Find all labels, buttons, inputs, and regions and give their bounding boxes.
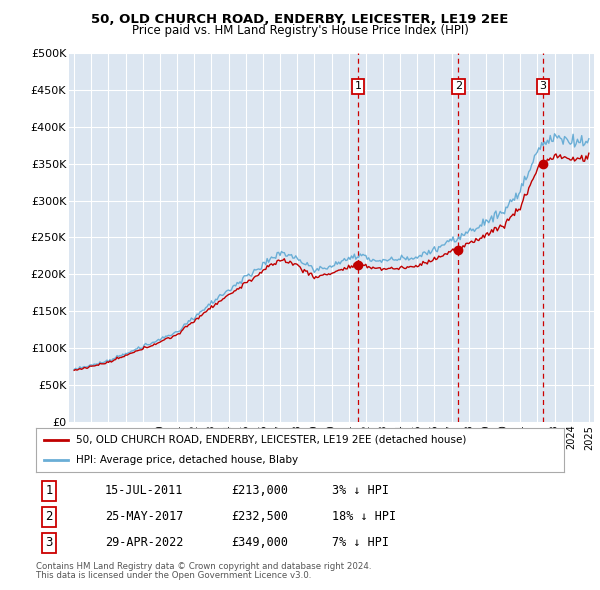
Text: 3% ↓ HPI: 3% ↓ HPI	[332, 484, 389, 497]
Text: 50, OLD CHURCH ROAD, ENDERBY, LEICESTER, LE19 2EE (detached house): 50, OLD CHURCH ROAD, ENDERBY, LEICESTER,…	[76, 435, 466, 445]
Text: 1: 1	[355, 81, 361, 91]
Text: Contains HM Land Registry data © Crown copyright and database right 2024.: Contains HM Land Registry data © Crown c…	[36, 562, 371, 571]
Text: 7% ↓ HPI: 7% ↓ HPI	[332, 536, 389, 549]
Text: 3: 3	[539, 81, 547, 91]
Text: 15-JUL-2011: 15-JUL-2011	[104, 484, 183, 497]
Text: 2: 2	[46, 510, 53, 523]
Text: £213,000: £213,000	[232, 484, 289, 497]
Text: 3: 3	[46, 536, 53, 549]
Text: 1: 1	[46, 484, 53, 497]
Text: HPI: Average price, detached house, Blaby: HPI: Average price, detached house, Blab…	[76, 455, 298, 465]
Text: This data is licensed under the Open Government Licence v3.0.: This data is licensed under the Open Gov…	[36, 571, 311, 579]
Text: 29-APR-2022: 29-APR-2022	[104, 536, 183, 549]
Text: £232,500: £232,500	[232, 510, 289, 523]
Text: 2: 2	[455, 81, 462, 91]
Text: 50, OLD CHURCH ROAD, ENDERBY, LEICESTER, LE19 2EE: 50, OLD CHURCH ROAD, ENDERBY, LEICESTER,…	[91, 13, 509, 26]
Text: £349,000: £349,000	[232, 536, 289, 549]
Text: 18% ↓ HPI: 18% ↓ HPI	[332, 510, 396, 523]
Text: 25-MAY-2017: 25-MAY-2017	[104, 510, 183, 523]
Text: Price paid vs. HM Land Registry's House Price Index (HPI): Price paid vs. HM Land Registry's House …	[131, 24, 469, 37]
